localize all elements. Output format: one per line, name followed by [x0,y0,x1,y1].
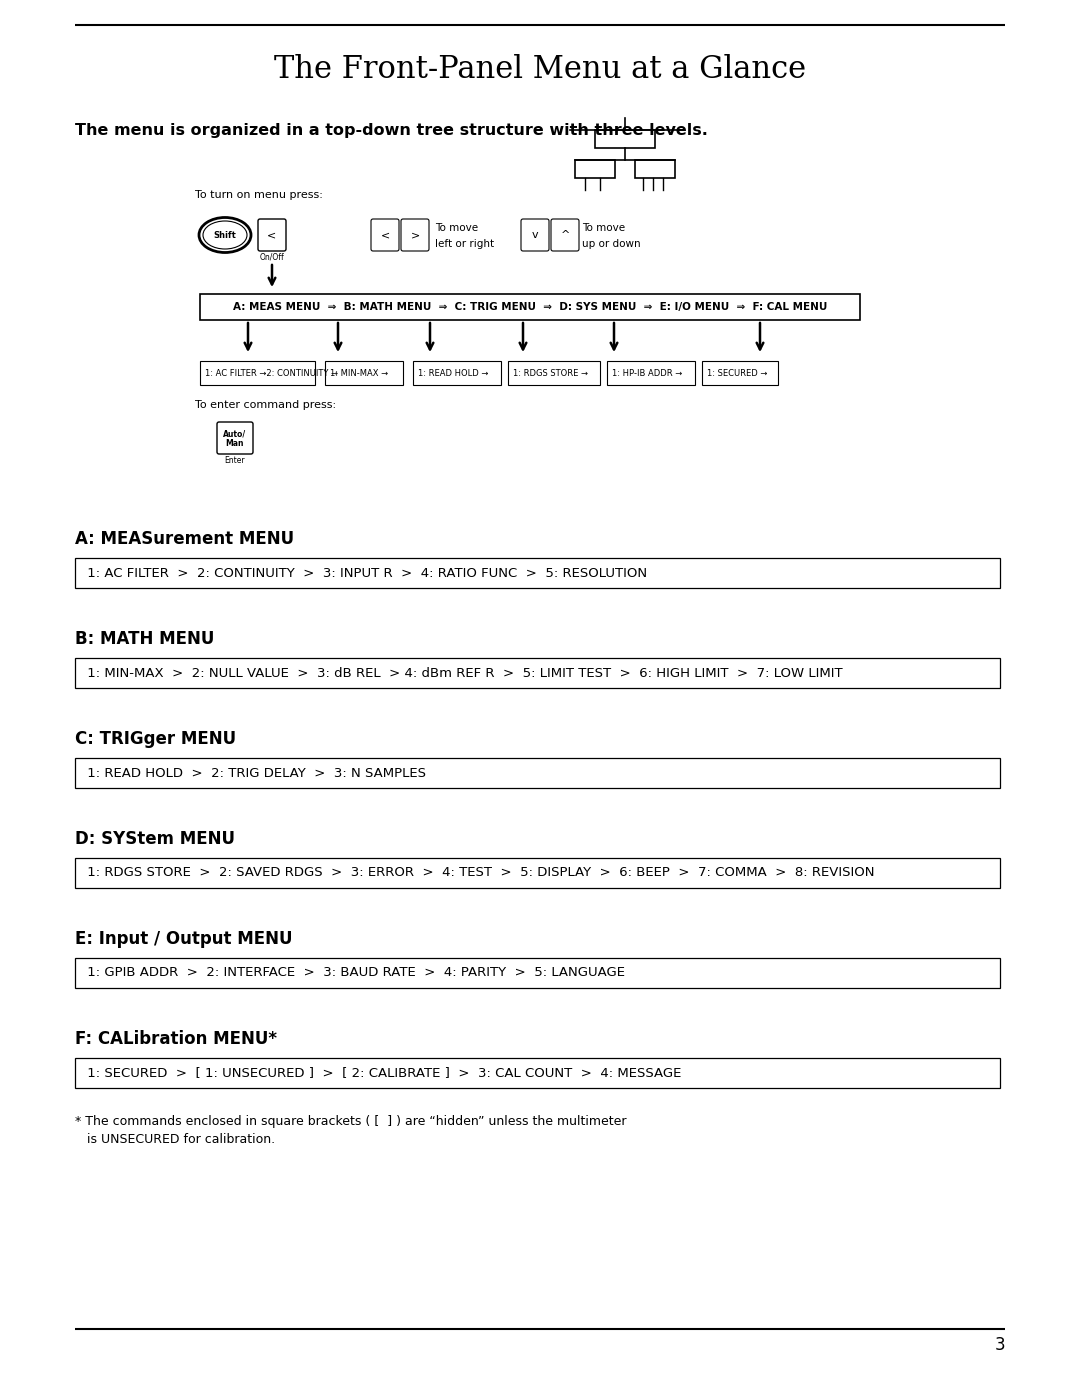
Text: A: MEASurement MENU: A: MEASurement MENU [75,529,294,548]
Text: Man: Man [226,439,244,447]
Text: 1: SECURED →: 1: SECURED → [707,369,768,377]
FancyBboxPatch shape [258,219,286,251]
FancyBboxPatch shape [551,219,579,251]
Text: 1: AC FILTER  >  2: CONTINUITY  >  3: INPUT R  >  4: RATIO FUNC  >  5: RESOLUTIO: 1: AC FILTER > 2: CONTINUITY > 3: INPUT … [83,567,647,580]
Text: up or down: up or down [582,239,640,249]
FancyBboxPatch shape [372,219,399,251]
Text: D: SYStem MENU: D: SYStem MENU [75,830,235,848]
Text: >: > [410,231,420,240]
Text: Auto/: Auto/ [224,429,246,439]
Text: E: Input / Output MENU: E: Input / Output MENU [75,930,293,949]
Text: <: < [380,231,390,240]
Text: The Front-Panel Menu at a Glance: The Front-Panel Menu at a Glance [274,54,806,85]
Text: 1: MIN-MAX  >  2: NULL VALUE  >  3: dB REL  > 4: dBm REF R  >  5: LIMIT TEST  > : 1: MIN-MAX > 2: NULL VALUE > 3: dB REL >… [83,666,842,679]
Text: 1: MIN-MAX →: 1: MIN-MAX → [330,369,388,377]
Text: ^: ^ [561,231,569,240]
FancyBboxPatch shape [401,219,429,251]
Text: Shift: Shift [214,231,237,239]
Text: C: TRIGger MENU: C: TRIGger MENU [75,731,237,747]
Text: Enter: Enter [225,455,245,464]
Text: 1: AC FILTER →2: CONTINUITY →: 1: AC FILTER →2: CONTINUITY → [205,369,338,377]
Text: The menu is organized in a top-down tree structure with three levels.: The menu is organized in a top-down tree… [75,123,707,137]
FancyBboxPatch shape [217,422,253,454]
Ellipse shape [199,218,251,253]
Text: A: MEAS MENU  ⇒  B: MATH MENU  ⇒  C: TRIG MENU  ⇒  D: SYS MENU  ⇒  E: I/O MENU  : A: MEAS MENU ⇒ B: MATH MENU ⇒ C: TRIG ME… [233,302,827,312]
Text: * The commands enclosed in square brackets ( [  ] ) are “hidden” unless the mult: * The commands enclosed in square bracke… [75,1115,626,1127]
Text: 1: GPIB ADDR  >  2: INTERFACE  >  3: BAUD RATE  >  4: PARITY  >  5: LANGUAGE: 1: GPIB ADDR > 2: INTERFACE > 3: BAUD RA… [83,967,625,979]
Text: F: CALibration MENU*: F: CALibration MENU* [75,1030,276,1048]
Text: left or right: left or right [435,239,495,249]
Text: 1: RDGS STORE →: 1: RDGS STORE → [513,369,588,377]
Text: is UNSECURED for calibration.: is UNSECURED for calibration. [75,1133,275,1146]
Text: 1: READ HOLD  >  2: TRIG DELAY  >  3: N SAMPLES: 1: READ HOLD > 2: TRIG DELAY > 3: N SAMP… [83,767,426,780]
Text: To move: To move [582,224,625,233]
Text: 1: RDGS STORE  >  2: SAVED RDGS  >  3: ERROR  >  4: TEST  >  5: DISPLAY  >  6: B: 1: RDGS STORE > 2: SAVED RDGS > 3: ERROR… [83,866,875,880]
Text: 1: HP-IB ADDR →: 1: HP-IB ADDR → [612,369,683,377]
FancyBboxPatch shape [521,219,549,251]
Text: <: < [268,231,276,240]
Text: 1: SECURED  >  [ 1: UNSECURED ]  >  [ 2: CALIBRATE ]  >  3: CAL COUNT  >  4: MES: 1: SECURED > [ 1: UNSECURED ] > [ 2: CAL… [83,1066,681,1080]
Text: On/Off: On/Off [259,253,284,261]
Text: To enter command press:: To enter command press: [195,400,336,409]
Text: v: v [531,231,538,240]
Ellipse shape [203,221,247,249]
Text: To turn on menu press:: To turn on menu press: [195,190,323,200]
Text: B: MATH MENU: B: MATH MENU [75,630,214,648]
Text: 1: READ HOLD →: 1: READ HOLD → [418,369,488,377]
Text: 3: 3 [995,1336,1005,1354]
Text: To move: To move [435,224,478,233]
